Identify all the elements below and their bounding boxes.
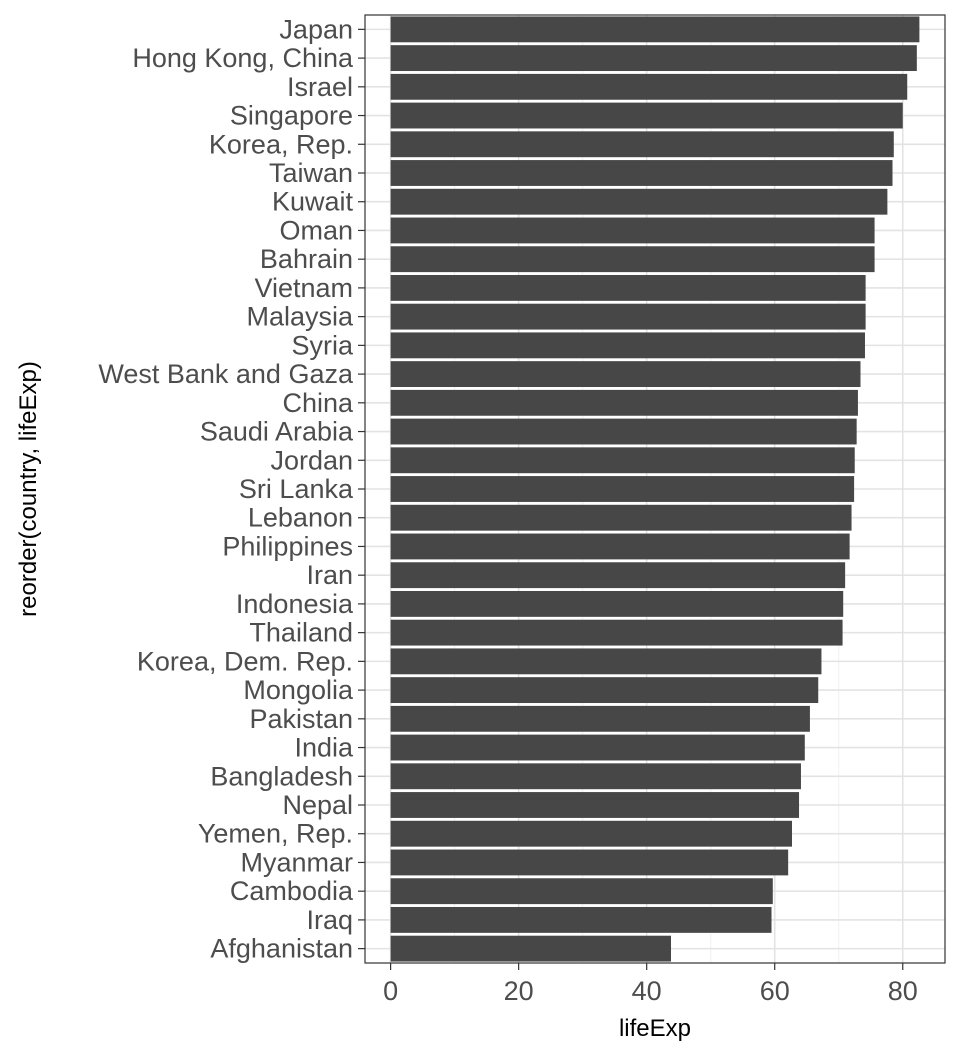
- y-axis-title: reorder(country, lifeExp): [15, 361, 42, 617]
- bar: [390, 447, 855, 474]
- y-tick-label: Saudi Arabia: [200, 417, 354, 447]
- bar: [390, 160, 893, 186]
- y-tick-label: Hong Kong, China: [132, 43, 354, 73]
- bar: [390, 734, 805, 761]
- y-tick-label: India: [294, 733, 354, 763]
- x-axis-ticks: 0 20 40 60 80: [383, 963, 918, 1006]
- bar: [390, 906, 772, 933]
- y-tick-label: Thailand: [249, 618, 353, 648]
- bar: [390, 878, 773, 905]
- y-tick-label: Kuwait: [272, 187, 354, 217]
- bar: [390, 820, 792, 847]
- y-tick-label: Nepal: [282, 790, 353, 820]
- y-tick-label: Yemen, Rep.: [198, 819, 353, 849]
- bar: [390, 131, 894, 158]
- y-tick-label: Oman: [279, 215, 353, 245]
- bar: [390, 246, 875, 273]
- bar: [390, 705, 810, 732]
- bar: [390, 504, 852, 531]
- bar: [390, 619, 843, 646]
- bar: [390, 792, 800, 818]
- y-tick-label: Israel: [287, 72, 353, 102]
- bar: [390, 590, 844, 617]
- y-tick-label: Taiwan: [269, 158, 353, 188]
- y-tick-label: Sri Lanka: [239, 474, 354, 504]
- bar: [390, 562, 846, 589]
- y-tick-label: Malaysia: [246, 302, 354, 332]
- y-tick-label: Iran: [306, 560, 353, 590]
- bar: [390, 677, 819, 704]
- y-tick-label: Korea, Rep.: [209, 129, 353, 159]
- bar: [390, 361, 861, 388]
- bar: [390, 73, 908, 100]
- bar: [390, 102, 903, 129]
- x-tick-label: 20: [504, 976, 534, 1006]
- bar: [390, 476, 855, 502]
- y-tick-label: Afghanistan: [210, 934, 353, 964]
- y-tick-label: Syria: [291, 330, 353, 360]
- bar: [390, 533, 850, 560]
- bar: [390, 217, 875, 244]
- bar: [390, 648, 822, 675]
- bar: [390, 418, 857, 445]
- bar: [390, 849, 789, 876]
- x-tick-label: 0: [383, 976, 398, 1006]
- y-tick-label: Pakistan: [249, 704, 353, 734]
- x-tick-label: 40: [632, 976, 662, 1006]
- bar: [390, 303, 866, 330]
- x-tick-label: 80: [888, 976, 918, 1006]
- bar: [390, 389, 858, 416]
- y-tick-label: Vietnam: [254, 273, 353, 303]
- y-tick-label: West Bank and Gaza: [98, 359, 354, 389]
- y-tick-label: Jordan: [270, 445, 353, 475]
- y-tick-label: Myanmar: [240, 847, 353, 877]
- y-tick-label: Korea, Dem. Rep.: [137, 646, 353, 676]
- bars: [390, 16, 920, 962]
- bar: [390, 274, 866, 301]
- y-tick-label: Bahrain: [260, 244, 353, 274]
- y-tick-label: Iraq: [306, 905, 353, 935]
- y-tick-label: Lebanon: [248, 503, 353, 533]
- bar: [390, 332, 865, 359]
- y-tick-label: Bangladesh: [210, 761, 353, 791]
- y-tick-label: Mongolia: [243, 675, 354, 705]
- bar: [390, 188, 888, 215]
- bar: [390, 16, 920, 43]
- bar: [390, 935, 672, 962]
- bar: [390, 763, 801, 790]
- y-tick-label: China: [282, 388, 354, 418]
- x-axis-title: lifeExp: [619, 1015, 691, 1042]
- y-tick-label: Philippines: [222, 531, 353, 561]
- y-tick-label: Indonesia: [236, 589, 354, 619]
- y-tick-label: Japan: [279, 14, 353, 44]
- bar: [390, 45, 917, 72]
- y-tick-label: Cambodia: [230, 876, 354, 906]
- y-tick-label: Singapore: [230, 101, 353, 131]
- x-tick-label: 60: [760, 976, 790, 1006]
